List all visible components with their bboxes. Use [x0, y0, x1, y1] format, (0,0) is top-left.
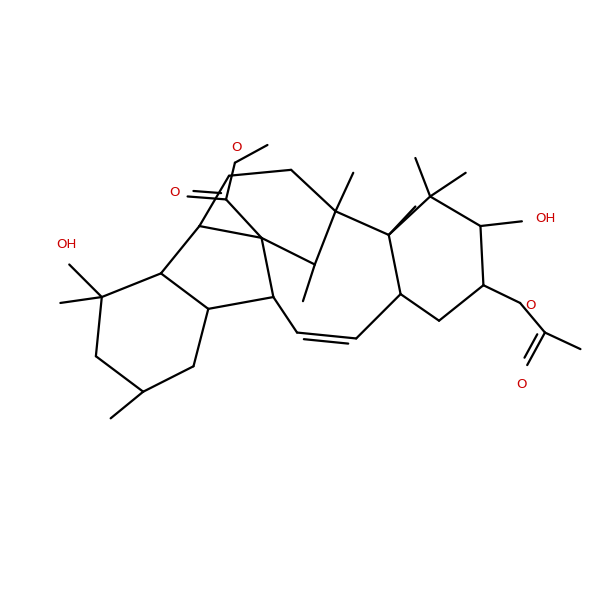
Text: O: O [231, 141, 241, 154]
Text: OH: OH [535, 212, 555, 226]
Text: O: O [169, 187, 180, 199]
Text: O: O [516, 378, 527, 391]
Text: OH: OH [56, 238, 76, 251]
Text: O: O [525, 299, 535, 313]
